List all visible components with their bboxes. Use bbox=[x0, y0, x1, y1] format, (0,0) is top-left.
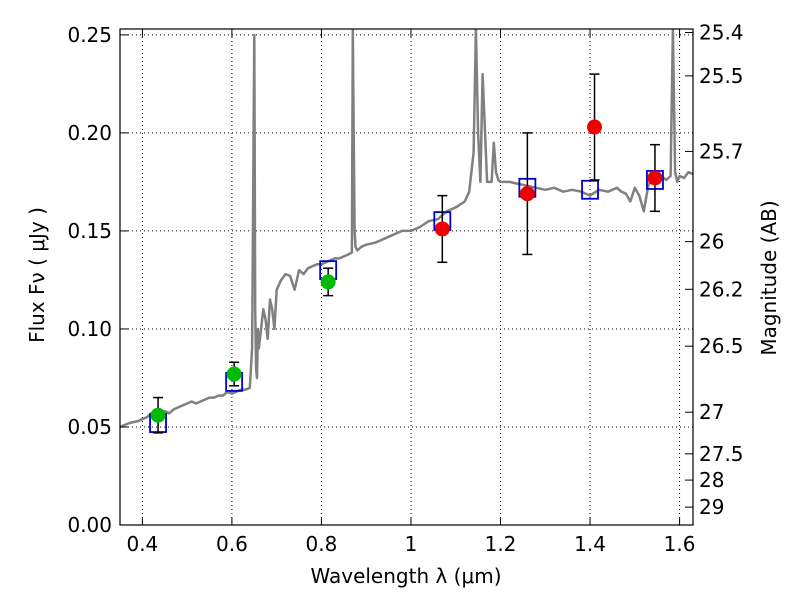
x-tick-label: 0.8 bbox=[306, 532, 338, 556]
spectrum-line bbox=[120, 29, 693, 429]
y2-tick-label: 26 bbox=[699, 230, 724, 254]
data-markers bbox=[149, 73, 664, 434]
y2-tick-label: 28 bbox=[699, 468, 724, 492]
model-spectrum bbox=[120, 29, 693, 429]
y2-tick-label: 27.5 bbox=[699, 442, 744, 466]
green-point bbox=[150, 407, 166, 423]
y2-tick-label: 29 bbox=[699, 495, 724, 519]
y-tick-label: 0.10 bbox=[67, 317, 112, 341]
red-point bbox=[434, 221, 450, 237]
tick-labels: 0.4 0.6 0.8 1 1.2 1.4 1.6 0.00 0.05 0.10 0.15 0.20 0… bbox=[67, 21, 743, 556]
y-tick-label: 0.20 bbox=[67, 121, 112, 145]
y2-tick-label: 26.5 bbox=[699, 334, 744, 358]
x-tick-label: 1.2 bbox=[485, 532, 517, 556]
red-point bbox=[647, 170, 663, 186]
y-tick-label: 0.15 bbox=[67, 219, 112, 243]
y2-tick-label: 25.5 bbox=[699, 64, 744, 88]
axes bbox=[119, 28, 694, 526]
y2-tick-label: 26.2 bbox=[699, 277, 744, 301]
x-tick-label: 0.4 bbox=[126, 532, 158, 556]
green-point bbox=[320, 274, 336, 290]
y2-tick-label: 25.4 bbox=[699, 21, 744, 45]
y-axis-title: Flux Fν ( μJy ) bbox=[25, 207, 49, 343]
grid bbox=[120, 29, 693, 526]
model-square-point bbox=[581, 179, 599, 200]
y-tick-label: 0.25 bbox=[67, 23, 112, 47]
y2-axis-title: Magnitude (AB) bbox=[757, 200, 781, 355]
x-tick-label: 1.4 bbox=[574, 532, 606, 556]
x-axis-title: Wavelength λ (μm) bbox=[310, 564, 501, 588]
y-tick-label: 0.05 bbox=[67, 415, 112, 439]
x-tick-label: 1 bbox=[405, 532, 418, 556]
red-point bbox=[587, 119, 603, 135]
plot-frame bbox=[119, 28, 694, 526]
x-tick-label: 1.6 bbox=[664, 532, 696, 556]
y-tick-label: 0.00 bbox=[67, 513, 112, 537]
red-point bbox=[519, 186, 535, 202]
green-point bbox=[226, 366, 242, 382]
y2-tick-label: 27 bbox=[699, 400, 724, 424]
y2-tick-label: 25.7 bbox=[699, 139, 744, 163]
x-tick-label: 0.6 bbox=[216, 532, 248, 556]
